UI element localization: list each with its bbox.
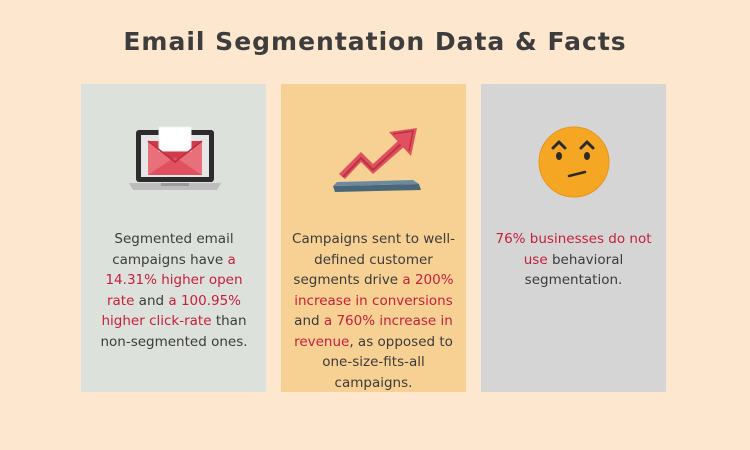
fact-text-part: than non-segmented ones. (100, 313, 248, 350)
fact-text-part: , as opposed to one-size-fits-all campai… (322, 333, 453, 391)
fact-highlight: a 100.95% higher click-rate (101, 292, 242, 330)
fact-text-part: Segmented email campaigns have (112, 231, 234, 268)
fact-text-part: behavioral segmentation. (524, 251, 624, 289)
fact-card-conversions: Campaigns sent to well-defined customer … (281, 84, 466, 392)
trend-up-arrow-icon (333, 128, 421, 192)
fact-card-behavioral: 76% businesses do not use behavioral seg… (481, 84, 666, 392)
fact-highlight: 76% businesses do not use (495, 231, 652, 268)
fact-text-part: and (134, 292, 169, 309)
fact-text: Segmented email campaigns have a 14.31% … (99, 229, 249, 352)
fact-text: Campaigns sent to well-defined customer … (289, 229, 458, 393)
fact-text-part: and (294, 313, 324, 329)
laptop-email-icon (129, 126, 221, 190)
fact-text: 76% businesses do not use behavioral seg… (493, 229, 654, 291)
fact-highlight: a 200% increase in conversions (294, 272, 454, 309)
page-title: Email Segmentation Data & Facts (123, 27, 627, 56)
confused-face-icon (538, 126, 610, 198)
fact-text-part: Campaigns sent to well-defined customer … (292, 231, 455, 288)
fact-card-open-rate: Segmented email campaigns have a 14.31% … (81, 84, 266, 392)
fact-highlight: a 760% increase in revenue (294, 313, 453, 350)
fact-highlight: a 14.31% higher open rate (105, 251, 243, 309)
